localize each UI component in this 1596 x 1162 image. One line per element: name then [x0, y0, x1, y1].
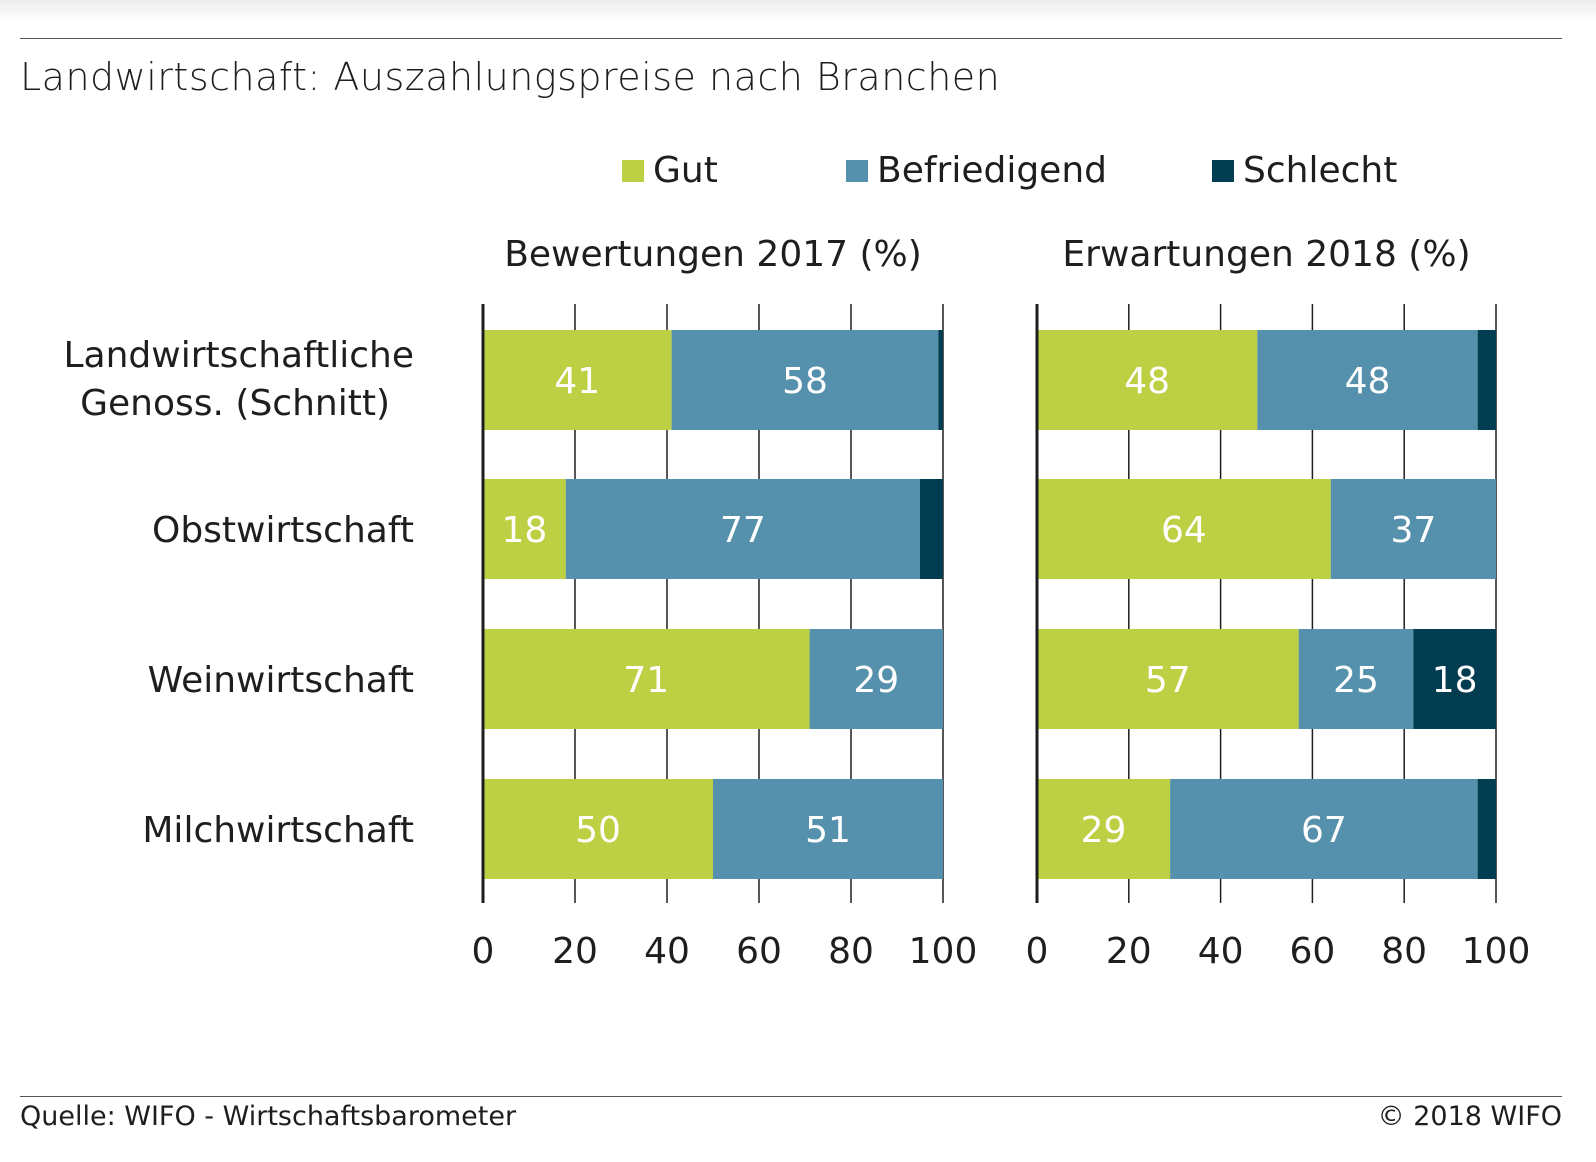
bar-gut-obstwirtschaft — [483, 479, 566, 579]
x-tick-label: 40 — [1198, 931, 1244, 972]
data-label: 77 — [720, 510, 766, 551]
data-label: 50 — [575, 810, 621, 851]
data-label: 18 — [1432, 660, 1478, 701]
bar-gut-obstwirtschaft — [1037, 479, 1331, 579]
legend-swatch-gut — [622, 160, 644, 182]
bar-gut-landwirtschaftliche-genoss-schnitt — [1037, 330, 1258, 430]
x-tick-label: 20 — [1106, 931, 1152, 972]
top-rule — [20, 38, 1562, 39]
panel-1: Bewertungen 2017 (%) 41 58 18 77 71 29 50 51 0 20 4… — [472, 234, 978, 972]
x-tick-label: 60 — [1289, 931, 1335, 972]
bar-schlecht-weinwirtschaft — [1413, 629, 1496, 729]
data-label: 57 — [1145, 660, 1191, 701]
bar-befriedigend-milchwirtschaft — [1170, 779, 1478, 879]
panel-title: Bewertungen 2017 (%) — [504, 234, 922, 275]
bar-gut-weinwirtschaft — [483, 629, 810, 729]
x-tick-label: 0 — [1026, 931, 1049, 972]
bar-schlecht-obstwirtschaft — [920, 479, 943, 579]
data-label: 71 — [623, 660, 669, 701]
bar-befriedigend-landwirtschaftliche-genoss-schnitt — [671, 330, 939, 430]
data-label: 67 — [1301, 810, 1347, 851]
bar-schlecht-landwirtschaftliche-genoss-schnitt — [1477, 330, 1496, 430]
legend-label-schlecht: Schlecht — [1243, 150, 1397, 191]
x-tick-label: 0 — [472, 931, 495, 972]
category-label-obstwirtschaft: Obstwirtschaft — [152, 510, 414, 551]
chart-title: Landwirtschaft: Auszahlungspreise nach B… — [20, 55, 1001, 99]
bar-befriedigend-weinwirtschaft — [809, 629, 943, 729]
bar-befriedigend-landwirtschaftliche-genoss-schnitt — [1257, 330, 1478, 430]
bar-befriedigend-weinwirtschaft — [1298, 629, 1414, 729]
top-shade — [0, 0, 1596, 22]
category-label-line: Genoss. (Schnitt) — [80, 383, 390, 424]
x-tick-label: 100 — [1462, 931, 1531, 972]
data-label: 48 — [1345, 361, 1391, 402]
data-label: 18 — [501, 510, 547, 551]
x-tick-label: 20 — [552, 931, 598, 972]
legend-label-gut: Gut — [653, 150, 718, 191]
source-note: Quelle: WIFO - Wirtschaftsbarometer — [20, 1101, 517, 1132]
data-label: 51 — [805, 810, 851, 851]
legend-label-befriedigend: Befriedigend — [877, 150, 1107, 191]
legend-swatch-schlecht — [1212, 160, 1234, 182]
data-label: 29 — [1081, 810, 1127, 851]
legend-swatch-befriedigend — [846, 160, 868, 182]
bar-befriedigend-milchwirtschaft — [713, 779, 943, 879]
data-label: 58 — [782, 361, 828, 402]
copyright-note: © 2018 WIFO — [1377, 1101, 1562, 1132]
bar-gut-milchwirtschaft — [1037, 779, 1171, 879]
bar-schlecht-landwirtschaftliche-genoss-schnitt — [938, 330, 943, 430]
category-label-line: Landwirtschaftliche — [64, 335, 415, 376]
bar-befriedigend-obstwirtschaft — [1330, 479, 1496, 579]
bar-befriedigend-obstwirtschaft — [565, 479, 920, 579]
x-tick-label: 60 — [736, 931, 782, 972]
data-label: 48 — [1124, 361, 1170, 402]
data-label: 41 — [554, 361, 600, 402]
bar-schlecht-milchwirtschaft — [1477, 779, 1496, 879]
panel-2: Erwartungen 2018 (%) 48 48 64 37 57 25 18 29 67 0 2… — [1026, 234, 1531, 972]
bar-gut-weinwirtschaft — [1037, 629, 1299, 729]
x-tick-label: 80 — [1381, 931, 1427, 972]
panel-title: Erwartungen 2018 (%) — [1062, 234, 1470, 275]
x-tick-label: 80 — [828, 931, 874, 972]
data-label: 64 — [1161, 510, 1207, 551]
data-label: 37 — [1390, 510, 1436, 551]
category-label-weinwirtschaft: Weinwirtschaft — [148, 660, 414, 701]
bar-gut-milchwirtschaft — [483, 779, 713, 879]
category-label-milchwirtschaft: Milchwirtschaft — [142, 810, 414, 851]
bottom-rule — [20, 1096, 1562, 1097]
bar-gut-landwirtschaftliche-genoss-schnitt — [483, 330, 672, 430]
data-label: 29 — [853, 660, 899, 701]
category-label-landwirtschaftliche-genoss-schnitt: Landwirtschaftliche Genoss. (Schnitt) — [64, 335, 415, 424]
x-tick-label: 100 — [909, 931, 978, 972]
x-tick-label: 40 — [644, 931, 690, 972]
data-label: 25 — [1333, 660, 1379, 701]
